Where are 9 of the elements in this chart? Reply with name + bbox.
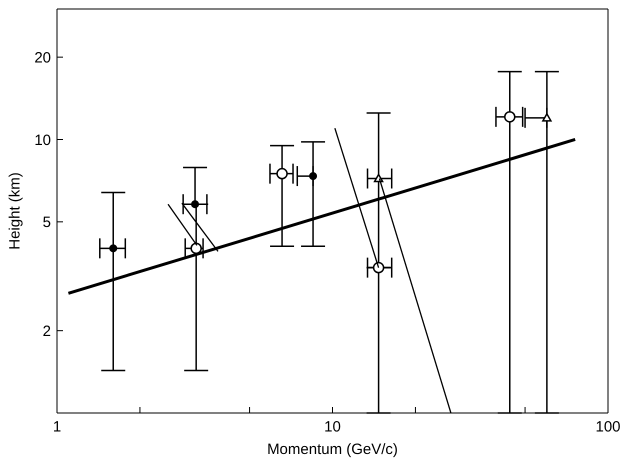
x-tick-label: 10 [324, 418, 341, 436]
x-tick-label: 1 [52, 418, 62, 436]
y-tick-label: 20 [34, 49, 51, 66]
x-axis-title: Momentum (GeV/c) [267, 441, 398, 458]
y-tick-label: 10 [34, 132, 51, 149]
y-tick-label: 2 [42, 322, 51, 340]
y-tick-label: 5 [42, 214, 51, 232]
x-tick-label: 100 [595, 418, 621, 436]
y-axis-title: Height (km) [6, 172, 24, 250]
